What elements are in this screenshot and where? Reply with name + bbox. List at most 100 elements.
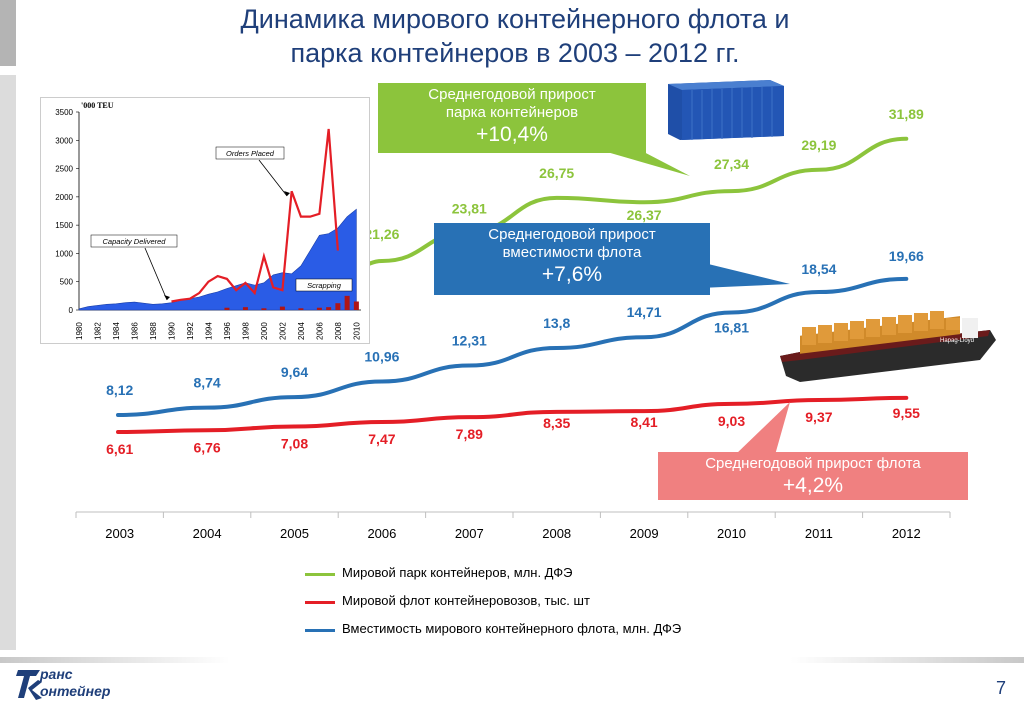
inset-annotation-arrow — [144, 247, 168, 301]
data-label: 19,66 — [889, 248, 924, 264]
inset-x-tick-label: 1984 — [112, 322, 121, 340]
inset-units-label: '000 TEU — [81, 101, 114, 110]
footer-bar-left — [0, 657, 230, 663]
inset-x-tick-label: 1986 — [130, 322, 139, 340]
legend-label-fleet: Мировой флот контейнеровозов, тыс. шт — [342, 593, 590, 608]
x-tick-label: 2011 — [805, 526, 833, 541]
inset-y-tick-label: 2000 — [55, 193, 73, 202]
data-label: 12,31 — [452, 333, 487, 349]
x-tick-label: 2010 — [717, 526, 746, 541]
blue-callout-value: +7,6% — [541, 263, 603, 286]
series-line-2 — [116, 276, 909, 417]
blue-callout-pointer — [700, 262, 790, 288]
data-label: 18,54 — [801, 261, 836, 277]
inset-annotation-label: Orders Placed — [226, 149, 275, 158]
x-tick-label: 2008 — [542, 526, 571, 541]
blue-callout-line1: Среднегодовой прирост — [488, 226, 656, 243]
x-tick-label: 2004 — [193, 526, 222, 541]
blue-growth-callout: Среднегодовой прирост вместимости флота … — [434, 223, 710, 295]
data-label: 13,8 — [543, 315, 570, 331]
x-tick-label: 2005 — [280, 526, 309, 541]
x-tick-label: 2006 — [367, 526, 396, 541]
data-label: 31,89 — [889, 106, 924, 122]
data-label: 16,81 — [714, 319, 749, 335]
inset-x-tick-label: 2004 — [297, 322, 306, 340]
legend-label-containers: Мировой парк контейнеров, млн. ДФЭ — [342, 565, 573, 580]
inset-y-tick-label: 500 — [60, 278, 74, 287]
logo-line2: онтейнер — [40, 683, 111, 699]
inset-x-tick-label: 1982 — [93, 322, 102, 340]
series-line-1 — [116, 395, 909, 434]
company-logo: ранс онтейнер — [14, 664, 124, 704]
data-label: 9,37 — [805, 409, 832, 425]
series-line-0 — [356, 136, 909, 268]
slide-title: Динамика мирового контейнерного флота и … — [140, 2, 890, 70]
data-label: 23,81 — [452, 201, 487, 217]
inset-y-tick-label: 0 — [69, 306, 74, 315]
inset-annotation-arrowhead — [284, 191, 290, 196]
legend-swatch-red — [305, 601, 335, 604]
green-callout-line2: парка контейнеров — [445, 104, 579, 121]
inset-scrapping-bar — [353, 301, 359, 310]
data-label: 7,89 — [456, 426, 483, 442]
inset-scrapping-bar — [298, 308, 304, 310]
inset-y-tick-label: 1000 — [55, 249, 73, 258]
data-label: 8,74 — [193, 375, 220, 391]
inset-y-tick-label: 1500 — [55, 221, 73, 230]
inset-annotation-label: Capacity Delivered — [103, 237, 167, 246]
inset-y-tick-label: 3000 — [55, 136, 73, 145]
x-tick-label: 2003 — [105, 526, 134, 541]
container-ship-image: Hapag-Lloyd — [780, 311, 996, 382]
x-tick-label: 2009 — [630, 526, 659, 541]
historical-inset-chart: '000 TEU 3500 3000 2500 2000 1500 1000 500 0 1980… — [40, 97, 370, 344]
data-label: 6,76 — [193, 439, 220, 455]
inset-annotation-box — [295, 278, 353, 292]
inset-x-tick-label: 1998 — [241, 322, 250, 340]
container-image — [668, 80, 784, 140]
data-labels: 21,26 23,81 26,75 26,37 27,34 29,19 31,89 6,61 6… — [106, 106, 924, 457]
footer-bar-right — [790, 657, 1024, 663]
inset-scrapping-bar — [261, 308, 267, 310]
inset-scrapping-bar — [242, 307, 248, 310]
inset-annotation-label: Scrapping — [307, 281, 342, 290]
left-decor-band-top — [0, 0, 16, 66]
series-layer — [116, 136, 909, 434]
data-label: 26,37 — [627, 207, 662, 223]
legend-swatch-blue — [305, 629, 335, 632]
data-label: 7,08 — [281, 436, 308, 452]
red-callout-pointer — [735, 402, 790, 455]
data-label: 9,03 — [718, 413, 745, 429]
red-callout-line1: Среднегодовой прирост флота — [705, 455, 921, 472]
logo-mark-icon — [16, 670, 42, 700]
inset-y-tick-label: 2500 — [55, 165, 73, 174]
page-number: 7 — [995, 678, 1006, 698]
inset-x-tick-label: 2002 — [278, 322, 287, 340]
slide-title-line2: парка контейнеров в 2003 – 2012 гг. — [290, 38, 740, 68]
inset-x-tick-label: 2000 — [260, 322, 269, 340]
legend-swatch-green — [305, 573, 335, 576]
inset-chart-svg: '000 TEU 3500 3000 2500 2000 1500 1000 500 01980… — [55, 101, 361, 340]
inset-y-tick-label: 3500 — [55, 108, 73, 117]
inset-x-tick-label: 1996 — [223, 322, 232, 340]
data-label: 9,55 — [893, 405, 920, 421]
inset-scrapping-bar — [344, 295, 350, 310]
data-label: 8,41 — [630, 414, 657, 430]
x-tick-label: 2012 — [892, 526, 921, 541]
inset-annotation-box — [90, 234, 178, 248]
green-growth-callout: Среднегодовой прирост парка контейнеров … — [378, 83, 646, 153]
inset-x-tick-label: 1988 — [149, 322, 158, 340]
data-label: 27,34 — [714, 156, 749, 172]
blue-callout-line2: вместимости флота — [502, 244, 642, 261]
data-label: 8,35 — [543, 415, 570, 431]
inset-orders-line — [171, 128, 339, 303]
data-label: 7,47 — [368, 431, 395, 447]
red-callout-value: +4,2% — [782, 474, 844, 497]
inset-scrapping-bar — [326, 307, 332, 310]
inset-annotation-arrow — [258, 159, 288, 197]
data-label: 6,61 — [106, 441, 133, 457]
inset-x-tick-label: 1980 — [75, 322, 84, 340]
inset-annotation-box — [215, 146, 285, 160]
inset-scrapping-bar — [316, 307, 322, 310]
green-callout-line1: Среднегодовой прирост — [428, 86, 596, 103]
